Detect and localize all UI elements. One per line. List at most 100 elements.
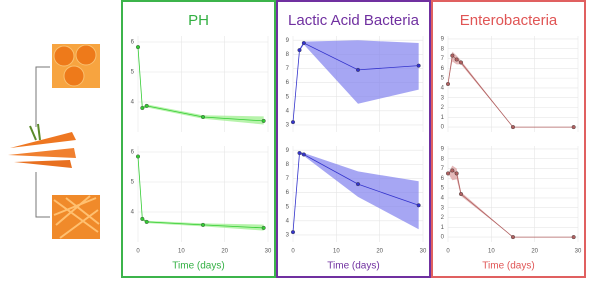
y-tick-label: 6 — [131, 150, 135, 156]
y-tick-label: 3 — [286, 123, 290, 129]
panel-title: PH — [188, 12, 209, 29]
y-tick-label: 6 — [131, 40, 135, 46]
data-point — [454, 171, 459, 176]
data-point — [297, 48, 302, 53]
y-tick-label: 2 — [441, 215, 445, 221]
data-point — [571, 125, 576, 130]
confidence-band — [138, 156, 264, 231]
y-tick-label: 9 — [441, 37, 445, 43]
carrot-illustrations — [8, 44, 100, 239]
data-point — [301, 41, 306, 46]
confidence-band — [293, 40, 419, 123]
y-tick-label: 5 — [441, 186, 445, 192]
slice — [63, 65, 85, 87]
y-tick-label: 8 — [286, 52, 290, 58]
y-tick-label: 7 — [441, 166, 445, 172]
y-tick-label: 5 — [286, 94, 290, 100]
data-point — [511, 125, 516, 130]
data-point — [291, 120, 296, 125]
x-tick-label: 20 — [221, 249, 228, 255]
y-tick-label: 3 — [441, 95, 445, 101]
shreds — [53, 195, 100, 239]
x-tick-label: 20 — [376, 249, 383, 255]
data-point — [301, 152, 306, 157]
x-tick-label: 0 — [291, 249, 295, 255]
data-point — [511, 235, 516, 240]
series-line — [447, 54, 574, 128]
y-tick-label: 2 — [441, 105, 445, 111]
bracket — [35, 66, 50, 218]
y-tick-label: 5 — [441, 76, 445, 82]
data-point — [450, 53, 455, 58]
data-point — [356, 182, 361, 187]
y-tick-label: 6 — [286, 80, 290, 86]
series-line — [137, 47, 264, 122]
y-tick-label: 9 — [441, 147, 445, 153]
y-tick-label: 6 — [286, 190, 290, 196]
data-point — [459, 191, 464, 196]
y-tick-label: 5 — [131, 70, 135, 76]
y-tick-label: 4 — [441, 85, 445, 91]
y-tick-label: 4 — [286, 218, 290, 224]
y-tick-label: 4 — [286, 108, 290, 114]
confidence-band — [138, 47, 264, 125]
y-tick-label: 6 — [441, 66, 445, 72]
data-point — [454, 57, 459, 62]
data-point — [459, 60, 464, 65]
data-point — [135, 45, 140, 50]
data-point — [144, 103, 149, 108]
carrot — [14, 160, 72, 168]
x-tick-label: 30 — [575, 249, 582, 255]
confidence-band — [293, 151, 419, 233]
series-line — [137, 156, 264, 229]
panel-frame — [121, 0, 276, 278]
data-point — [144, 219, 149, 224]
y-tick-label: 8 — [441, 156, 445, 162]
x-tick-label: 20 — [531, 249, 538, 255]
data-point — [291, 230, 296, 235]
slice — [53, 45, 75, 67]
panel-frame — [276, 0, 431, 278]
y-tick-label: 7 — [441, 56, 445, 62]
y-tick-label: 0 — [441, 125, 445, 131]
data-point — [571, 235, 576, 240]
x-tick-label: 10 — [488, 249, 495, 255]
data-point — [261, 225, 266, 230]
y-tick-label: 8 — [286, 162, 290, 168]
data-point — [446, 171, 451, 176]
data-point — [200, 222, 205, 227]
y-tick-label: 5 — [131, 180, 135, 186]
x-tick-label: 10 — [178, 249, 185, 255]
x-tick-label: 0 — [136, 249, 140, 255]
y-tick-label: 3 — [286, 233, 290, 239]
confidence-band — [448, 51, 574, 128]
y-tick-label: 7 — [286, 176, 290, 182]
panel-title: Lactic Acid Bacteria — [288, 12, 420, 29]
x-axis-label: Time (days) — [172, 261, 224, 272]
panel-frame — [431, 0, 586, 278]
x-tick-label: 0 — [446, 249, 450, 255]
confidence-band — [448, 165, 574, 238]
y-tick-label: 6 — [441, 176, 445, 182]
y-tick-label: 4 — [131, 210, 135, 216]
data-point — [261, 118, 266, 123]
data-point — [356, 67, 361, 72]
data-point — [416, 63, 421, 68]
y-tick-label: 3 — [441, 205, 445, 211]
y-tick-label: 1 — [441, 225, 445, 231]
carrot — [10, 132, 76, 148]
y-tick-label: 5 — [286, 204, 290, 210]
carrot — [8, 148, 76, 158]
data-point — [297, 151, 302, 156]
y-tick-label: 0 — [441, 235, 445, 241]
data-point — [446, 81, 451, 86]
slice — [75, 44, 97, 66]
data-point — [450, 168, 455, 173]
data-point — [135, 154, 140, 159]
panel-title: Enterobacteria — [460, 12, 558, 29]
x-axis-label: Time (days) — [482, 261, 534, 272]
x-axis-label: Time (days) — [327, 261, 379, 272]
y-tick-label: 8 — [441, 46, 445, 52]
data-point — [416, 203, 421, 208]
